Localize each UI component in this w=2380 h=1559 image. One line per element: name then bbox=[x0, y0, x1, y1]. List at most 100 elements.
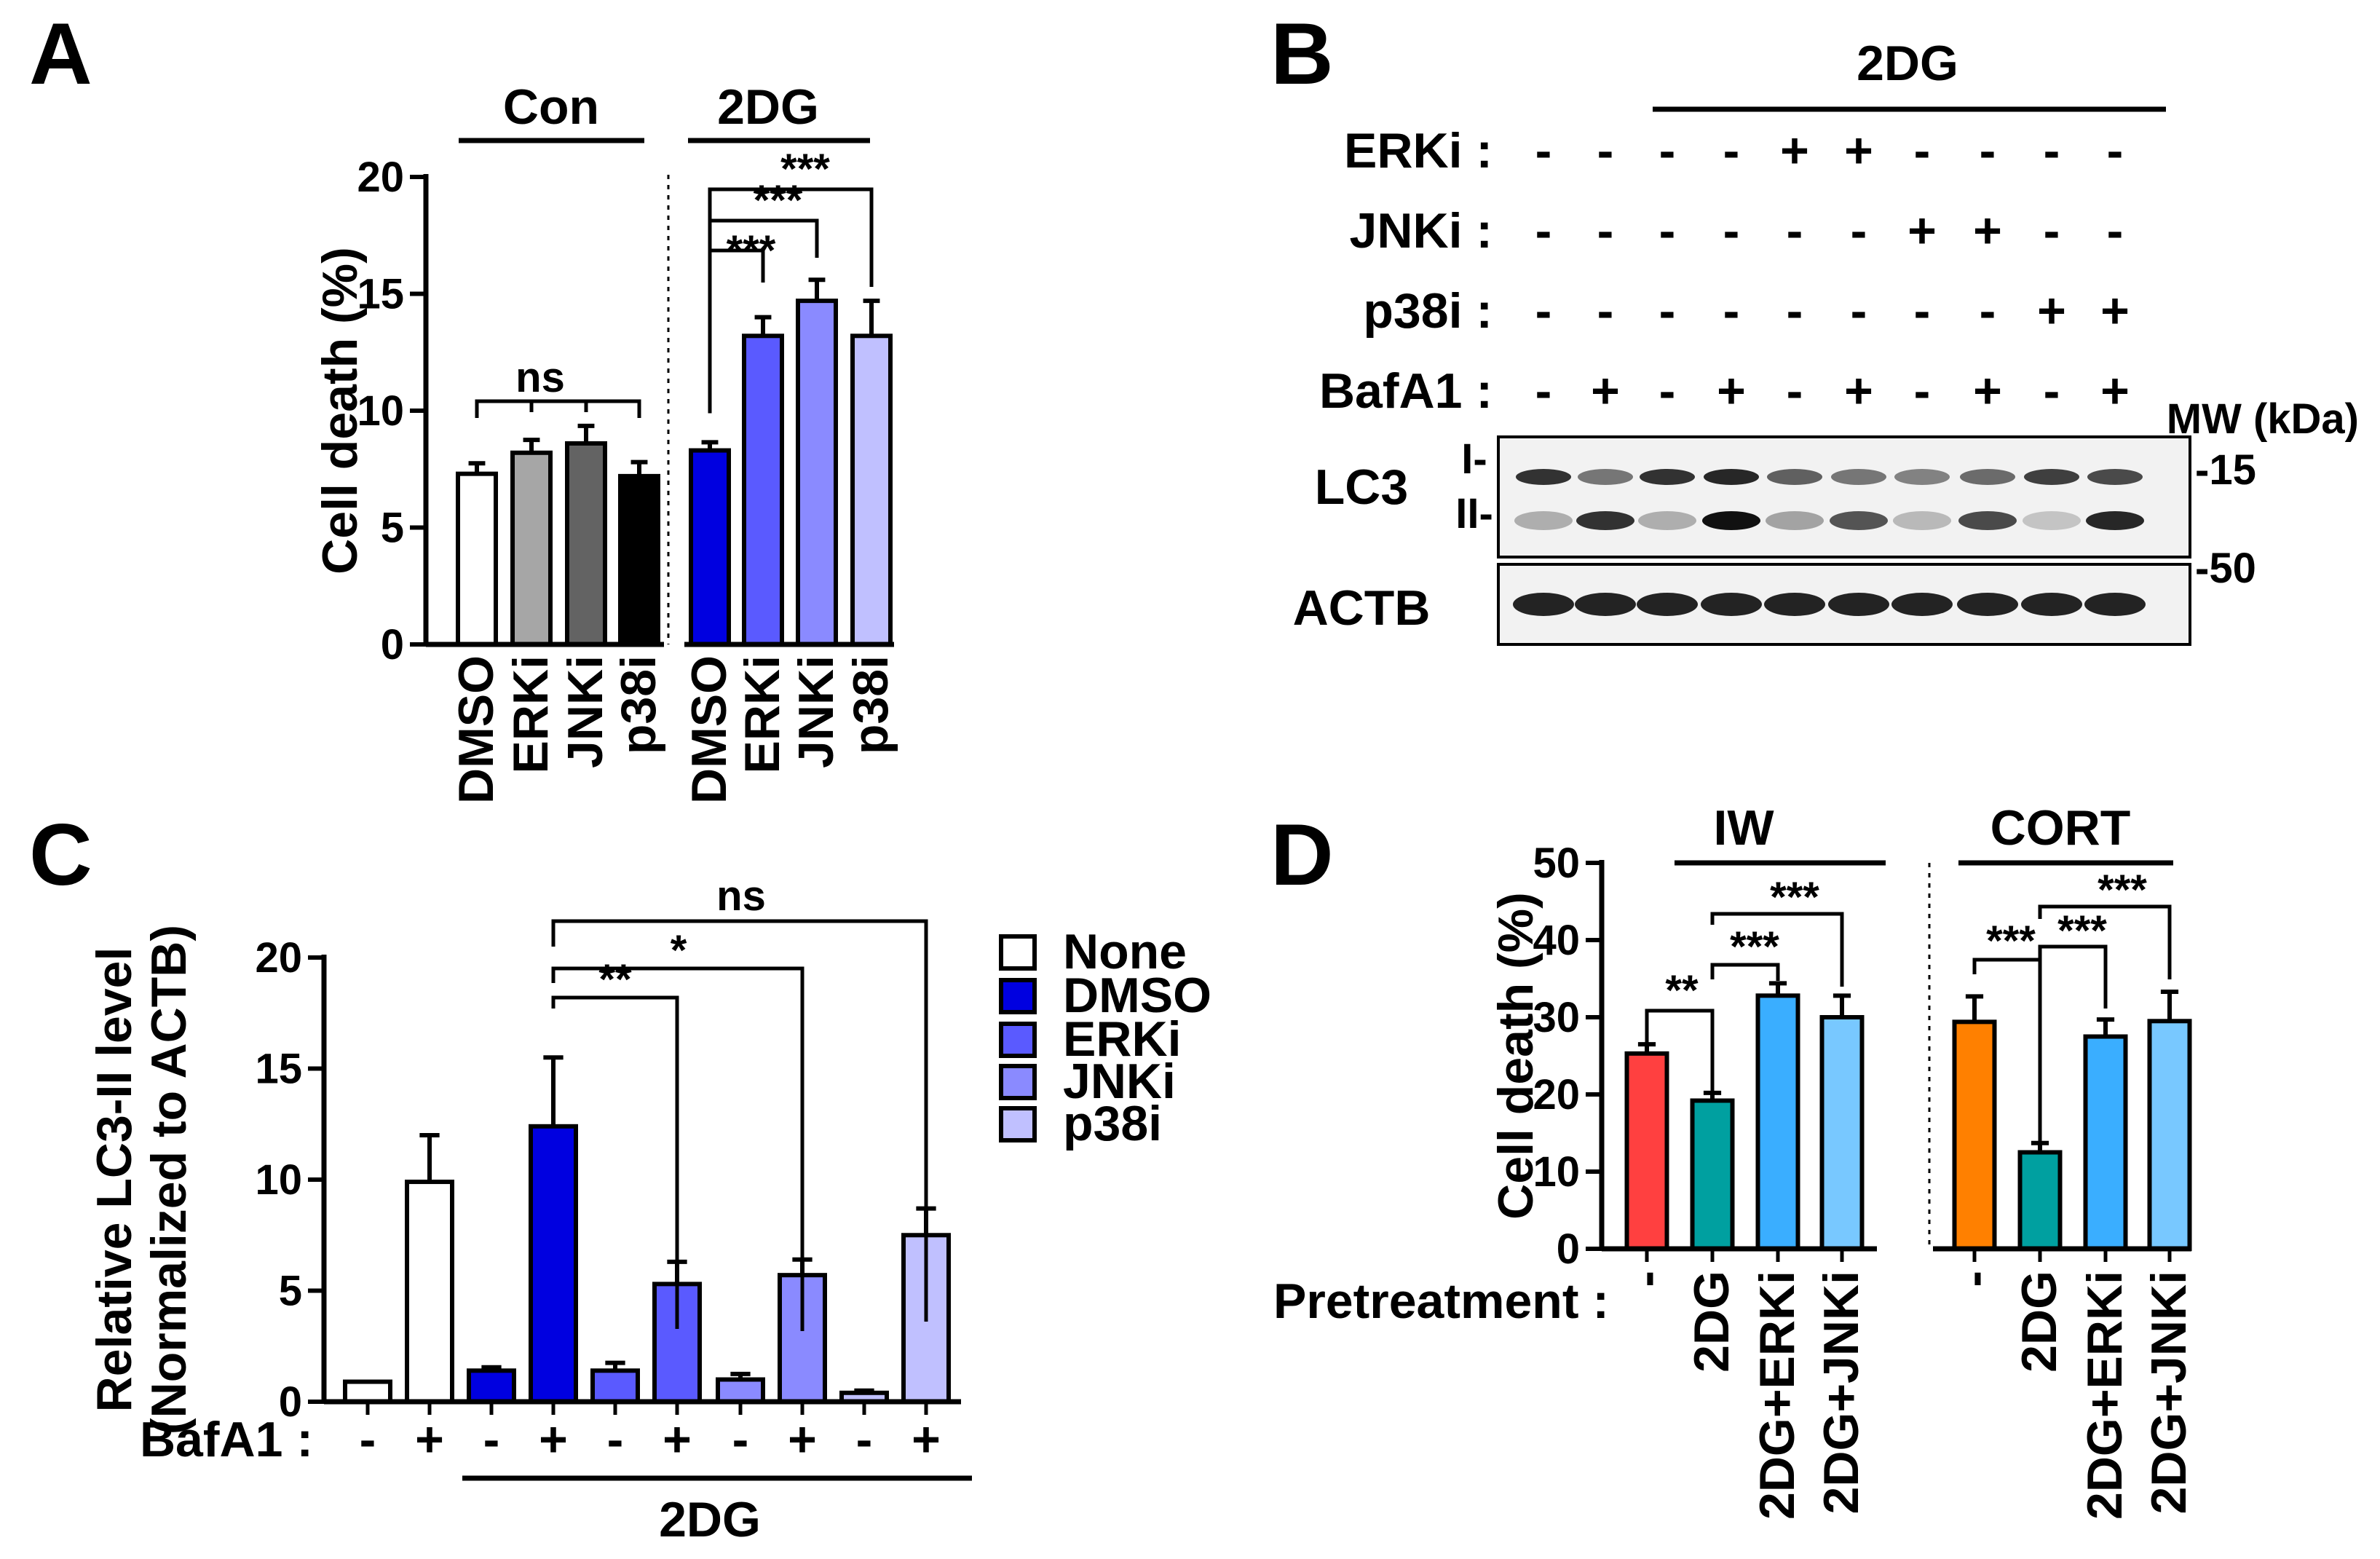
panel-a-category-label: ERKi bbox=[735, 655, 790, 773]
panel-d-bar bbox=[2147, 1019, 2192, 1252]
panel-b-cell: - bbox=[1980, 123, 1996, 178]
panel-b-cell: + bbox=[2100, 283, 2130, 339]
panel-a-y-label: Cell death (%) bbox=[312, 247, 368, 575]
panel-a-category-label: DMSO bbox=[681, 655, 737, 804]
panel-d-y-tick-label: 0 bbox=[1557, 1226, 1580, 1273]
panel-c-row-label: BafA1 : bbox=[140, 1412, 313, 1467]
panel-b-band-actb bbox=[1575, 593, 1636, 616]
panel-label-b: B bbox=[1270, 5, 1334, 103]
panel-b-band-lc3-ii bbox=[1638, 511, 1696, 530]
panel-b-cell: - bbox=[1914, 123, 1931, 178]
panel-b-cell: - bbox=[1659, 363, 1676, 419]
panel-d-sig-bracket bbox=[1972, 958, 2042, 1150]
panel-b-cell: - bbox=[1659, 203, 1676, 258]
panel-a-category-label: DMSO bbox=[448, 655, 504, 804]
panel-c-legend-swatch bbox=[999, 1106, 1037, 1142]
panel-c-sig-bracket bbox=[551, 966, 804, 1331]
panel-b-cell: - bbox=[1597, 203, 1614, 258]
panel-a-category-label: p38i bbox=[843, 655, 898, 754]
panel-b-cell: - bbox=[1535, 363, 1552, 419]
panel-d-bar bbox=[1952, 1019, 1997, 1251]
panel-b-cell: - bbox=[1787, 363, 1803, 419]
panel-d-group-label: IW bbox=[1713, 800, 1774, 856]
panel-c-bafa1-cell: + bbox=[539, 1412, 568, 1467]
panel-a-bar bbox=[850, 333, 893, 647]
panel-b-band-lc3-ii bbox=[1893, 511, 1951, 530]
panel-b-cell: + bbox=[1907, 203, 1937, 258]
panel-d-y-tick-label: 20 bbox=[1533, 1071, 1580, 1118]
panel-b-band-lc3-i bbox=[1704, 469, 1759, 485]
panel-c-bafa1-cell: - bbox=[732, 1412, 749, 1467]
panel-b-cell: + bbox=[1973, 203, 2002, 258]
panel-d-bar bbox=[1819, 1015, 1865, 1251]
panel-a-y-tick-label: 10 bbox=[357, 387, 404, 435]
panel-b-band-actb bbox=[1957, 593, 2018, 616]
panel-c-bafa1-cell: - bbox=[483, 1412, 500, 1467]
panel-d-annotation: *** bbox=[1986, 917, 2036, 965]
panel-b-row-label: JNKi : bbox=[1350, 203, 1493, 258]
panel-c-y-label: (Normalized to ACTB) bbox=[141, 925, 197, 1434]
panel-d-bar bbox=[1690, 1098, 1735, 1251]
panel-b-row-label: p38i : bbox=[1363, 283, 1493, 339]
panel-b-band-label: II- bbox=[1455, 490, 1493, 537]
panel-c-bafa1-cell: - bbox=[856, 1412, 873, 1467]
panel-b-band-lc3-i bbox=[2087, 469, 2143, 485]
panel-d-bar bbox=[1755, 993, 1800, 1251]
panel-d-annotation: *** bbox=[2057, 907, 2107, 955]
panel-a-ns-bracket bbox=[475, 399, 641, 418]
panel-a-y-tick-label: 20 bbox=[357, 154, 404, 201]
panel-d-sig-bracket bbox=[2038, 904, 2172, 979]
panel-d-annotation: *** bbox=[2098, 867, 2147, 914]
panel-d-bar bbox=[1624, 1051, 1669, 1251]
panel-b-cell: + bbox=[1717, 363, 1746, 419]
panel-b-band-lc3-ii bbox=[1958, 511, 2017, 530]
panel-d-sig-bracket bbox=[1645, 1009, 1715, 1092]
panel-b-band-lc3-ii bbox=[2023, 511, 2081, 530]
panel-c-annotation: ** bbox=[598, 956, 632, 1003]
panel-d-category-label: 2DG bbox=[1684, 1271, 1739, 1373]
panel-b-cell: - bbox=[1659, 123, 1676, 178]
panel-b-cell: + bbox=[1973, 363, 2002, 419]
panel-d-y-tick-label: 40 bbox=[1533, 917, 1580, 964]
panel-d-category-label: - bbox=[1946, 1271, 2001, 1287]
panel-a-bar bbox=[796, 299, 838, 647]
panel-b-band-actb bbox=[1764, 593, 1825, 616]
panel-b-band-actb bbox=[2084, 593, 2146, 616]
panel-b-band-actb bbox=[1891, 593, 1953, 616]
panel-c-bar bbox=[590, 1368, 640, 1405]
panel-b-cell: - bbox=[1597, 123, 1614, 178]
panel-c-bar bbox=[343, 1379, 392, 1405]
panel-d-group-label: CORT bbox=[1990, 800, 2131, 856]
panel-b-cell: - bbox=[2044, 363, 2060, 419]
panel-a-category-label: ERKi bbox=[503, 655, 558, 773]
panel-c-bar bbox=[716, 1377, 765, 1404]
panel-d-bar bbox=[2017, 1150, 2063, 1251]
panel-a-bar bbox=[510, 450, 553, 647]
panel-d-y-label: Cell death (%) bbox=[1488, 892, 1543, 1220]
panel-b-cell: - bbox=[1723, 283, 1740, 339]
panel-b-band-label: I- bbox=[1461, 435, 1487, 483]
panel-b-cell: - bbox=[1851, 283, 1867, 339]
panel-c-bafa1-cell: + bbox=[663, 1412, 692, 1467]
panel-b-cell: - bbox=[1851, 203, 1867, 258]
panel-b-band-actb bbox=[1513, 593, 1574, 616]
panel-b-band-actb bbox=[2021, 593, 2082, 616]
panel-d-annotation: *** bbox=[1730, 923, 1779, 971]
panel-b-cell: - bbox=[1914, 363, 1931, 419]
panel-a-annotation: *** bbox=[780, 146, 830, 193]
panel-a-y-tick-label: 5 bbox=[381, 505, 404, 552]
panel-b-cell: - bbox=[1535, 123, 1552, 178]
panel-b-cell: - bbox=[2107, 123, 2124, 178]
panel-d-annotation: ** bbox=[1665, 967, 1699, 1014]
panel-c-group-label: 2DG bbox=[659, 1492, 761, 1547]
panel-b-band-actb bbox=[1828, 593, 1889, 616]
panel-a-annotation: *** bbox=[727, 227, 776, 275]
panel-d-sig-bracket bbox=[1710, 912, 1844, 987]
panel-b-band-lc3-i bbox=[1640, 469, 1695, 485]
panel-b-band-lc3-i bbox=[1767, 469, 1822, 485]
panel-b-cell: + bbox=[1844, 123, 1873, 178]
panel-label-d: D bbox=[1270, 806, 1334, 904]
panel-d-y-tick-label: 50 bbox=[1533, 840, 1580, 887]
panel-d-category-label: 2DG+JNKi bbox=[1814, 1271, 1869, 1514]
